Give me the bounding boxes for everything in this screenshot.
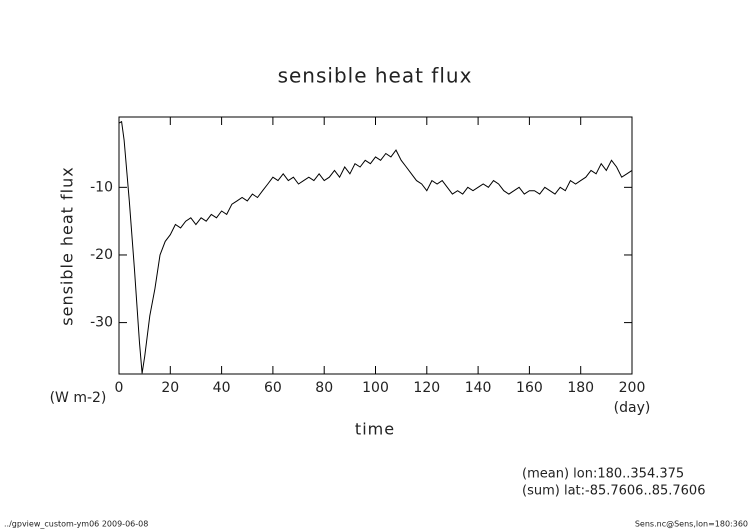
x-tick-label: 80 [315, 380, 333, 396]
y-tick-label: -30 [90, 315, 113, 331]
y-tick-label: -10 [90, 179, 113, 195]
y-axis-label: sensible heat flux [58, 166, 77, 325]
x-tick-label: 140 [465, 380, 492, 396]
x-tick-label: 200 [619, 380, 646, 396]
annotation: (mean) lon:180..354.375 [522, 467, 684, 482]
x-axis-label: time [355, 420, 395, 439]
footer-left: ../gpview_custom-ym06 2009-06-08 [4, 520, 148, 529]
footer-right: Sens.nc@Sens,lon=180:360 [635, 520, 748, 529]
x-tick-label: 20 [161, 380, 179, 396]
x-tick-label: 100 [362, 380, 389, 396]
x-tick-label: 40 [213, 380, 231, 396]
x-tick-label: 180 [567, 380, 594, 396]
x-tick-label: 60 [264, 380, 282, 396]
y-units: (W m-2) [50, 390, 107, 406]
annotation: (sum) lat:-85.7606..85.7606 [522, 484, 705, 499]
x-tick-label: 160 [516, 380, 543, 396]
chart-title: sensible heat flux [278, 64, 473, 88]
x-units: (day) [614, 400, 651, 416]
plot-frame [118, 116, 633, 375]
data-line [118, 120, 633, 374]
y-tick-label: -20 [90, 247, 113, 263]
x-tick-label: 0 [115, 380, 124, 396]
x-tick-label: 120 [413, 380, 440, 396]
